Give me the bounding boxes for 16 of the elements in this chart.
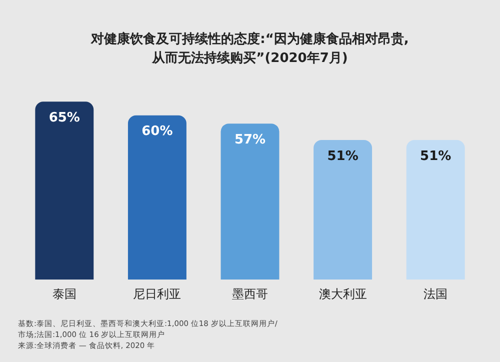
data-label: 60% <box>142 124 173 140</box>
data-label: 65% <box>48 110 80 126</box>
x-tick-label: 泰国 <box>52 286 76 301</box>
bar <box>406 140 465 280</box>
x-tick-label: 尼日利亚 <box>133 286 182 301</box>
bar <box>128 115 186 280</box>
x-tick-label: 澳大利亚 <box>318 286 367 301</box>
bar <box>35 102 94 280</box>
data-label: 57% <box>234 132 266 148</box>
data-label: 51% <box>420 148 452 164</box>
bar <box>220 124 280 280</box>
x-tick-label: 墨西哥 <box>232 286 268 301</box>
data-label: 51% <box>327 148 358 164</box>
x-tick-label: 法国 <box>424 286 448 301</box>
chart-title: 对健康饮食及可持续性的态度:“因为健康食品相对昂贵, 从而无法持续购买”(2020年7月) <box>90 30 410 68</box>
bar <box>314 140 372 280</box>
